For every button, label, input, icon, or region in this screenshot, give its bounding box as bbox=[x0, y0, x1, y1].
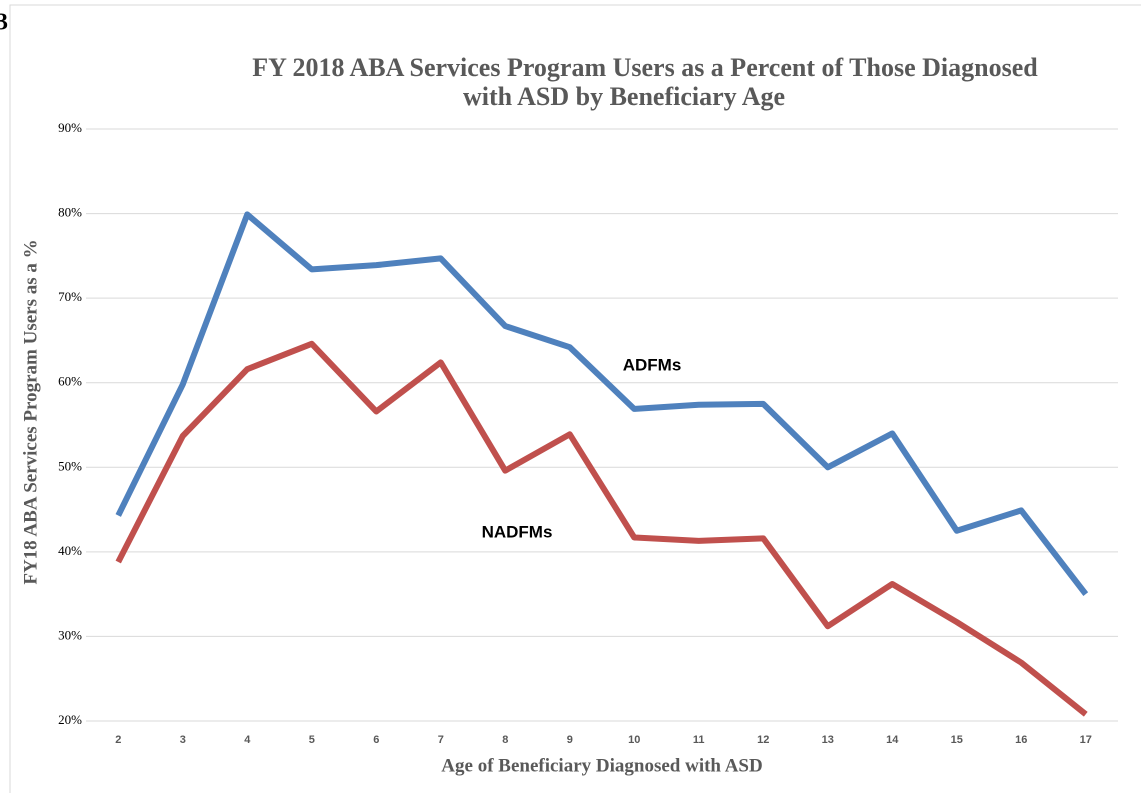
x-axis-label: Age of Beneficiary Diagnosed with ASD bbox=[441, 755, 762, 776]
x-tick-label: 17 bbox=[1080, 734, 1092, 746]
x-tick-label: 2 bbox=[115, 734, 121, 746]
y-tick-label: 80% bbox=[58, 205, 82, 220]
line-series bbox=[115, 211, 1089, 596]
y-tick-label: 90% bbox=[58, 120, 82, 135]
y-tick-label: 40% bbox=[58, 543, 82, 558]
y-tick-label: 50% bbox=[58, 458, 82, 473]
line-series bbox=[115, 340, 1088, 717]
chart-title: FY 2018 ABA Services Program Users as a … bbox=[252, 53, 1038, 82]
x-tick-label: 7 bbox=[438, 734, 444, 746]
x-tick-label: 10 bbox=[628, 734, 640, 746]
y-tick-label: 20% bbox=[58, 712, 82, 727]
x-tick-label: 3 bbox=[180, 734, 186, 746]
chart-subtitle: with ASD by Beneficiary Age bbox=[463, 82, 785, 111]
x-tick-label: 9 bbox=[567, 734, 573, 746]
x-tick-label: 15 bbox=[951, 734, 963, 746]
y-tick-label: 60% bbox=[58, 374, 82, 389]
y-tick-label: 30% bbox=[58, 627, 82, 642]
y-axis-label: FY18 ABA Services Program Users as a % bbox=[20, 239, 41, 584]
figure-number: 3 bbox=[0, 10, 8, 36]
x-tick-label: 12 bbox=[757, 734, 769, 746]
x-tick-label: 11 bbox=[693, 734, 705, 746]
series-annotation: NADFMs bbox=[482, 522, 553, 541]
x-tick-label: 6 bbox=[373, 734, 379, 746]
chart-frame bbox=[9, 4, 1141, 793]
x-tick-label: 4 bbox=[244, 734, 251, 746]
x-tick-label: 14 bbox=[886, 734, 899, 746]
x-tick-label: 8 bbox=[502, 734, 508, 746]
y-tick-label: 70% bbox=[58, 289, 82, 304]
x-tick-label: 13 bbox=[822, 734, 834, 746]
x-tick-label: 16 bbox=[1015, 734, 1027, 746]
x-tick-label: 5 bbox=[309, 734, 315, 746]
series-annotation: ADFMs bbox=[623, 355, 682, 374]
